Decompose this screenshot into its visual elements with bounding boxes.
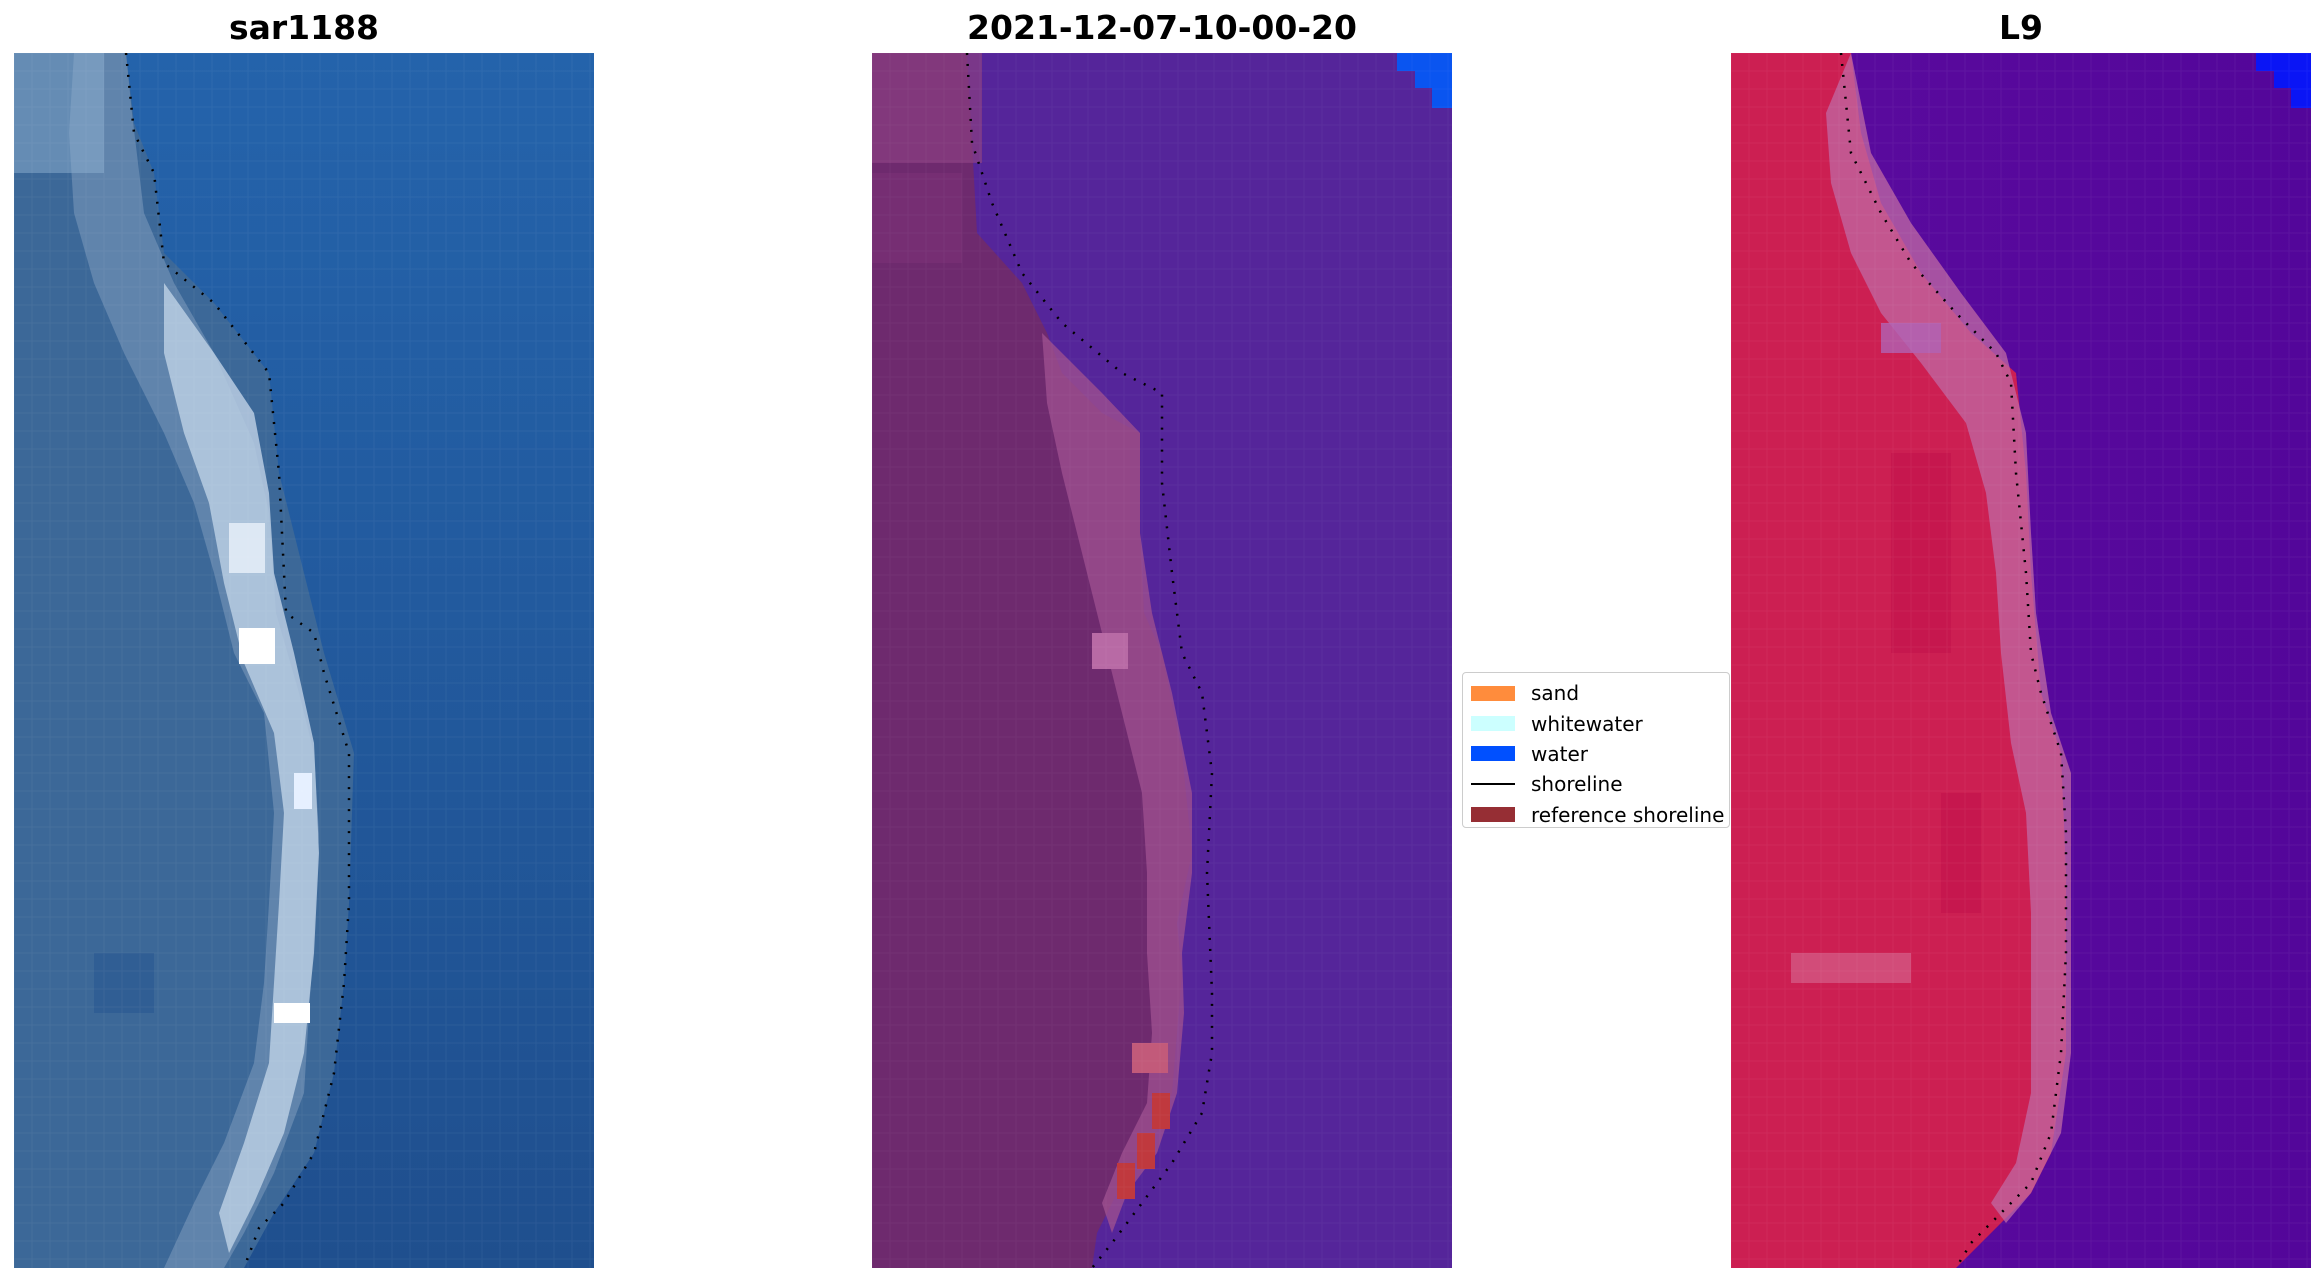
water-swatch [1471, 746, 1515, 762]
legend-label: water [1531, 741, 1588, 766]
legend-item-shoreline: shoreline [1471, 769, 1721, 799]
shoreline-line [1471, 783, 1515, 786]
rgb-image-panel [14, 53, 594, 1268]
classified-image [872, 53, 1452, 1268]
legend-label: whitewater [1531, 711, 1643, 736]
whitewater-swatch [1471, 716, 1515, 732]
classified-image-panel [872, 53, 1452, 1268]
sand-swatch [1471, 685, 1515, 701]
legend-label: reference shoreline [1531, 802, 1725, 827]
legend: sand whitewater water shoreline referenc… [1462, 672, 1730, 828]
panel-title-false-color: L9 [1999, 8, 2043, 47]
false-color-image-panel [1731, 53, 2311, 1268]
legend-label: sand [1531, 681, 1580, 706]
legend-item-sand: sand [1471, 678, 1721, 708]
legend-label: shoreline [1531, 772, 1623, 797]
legend-item-reference-shoreline: reference shoreline [1471, 800, 1725, 830]
legend-item-water: water [1471, 739, 1721, 769]
panel-title-rgb: sar1188 [228, 8, 380, 47]
rgb-image [14, 53, 594, 1268]
panel-title-classified: 2021-12-07-10-00-20 [967, 8, 1357, 47]
false-color-image [1731, 53, 2311, 1268]
legend-item-whitewater: whitewater [1471, 708, 1721, 738]
reference-shoreline-swatch [1471, 807, 1515, 823]
